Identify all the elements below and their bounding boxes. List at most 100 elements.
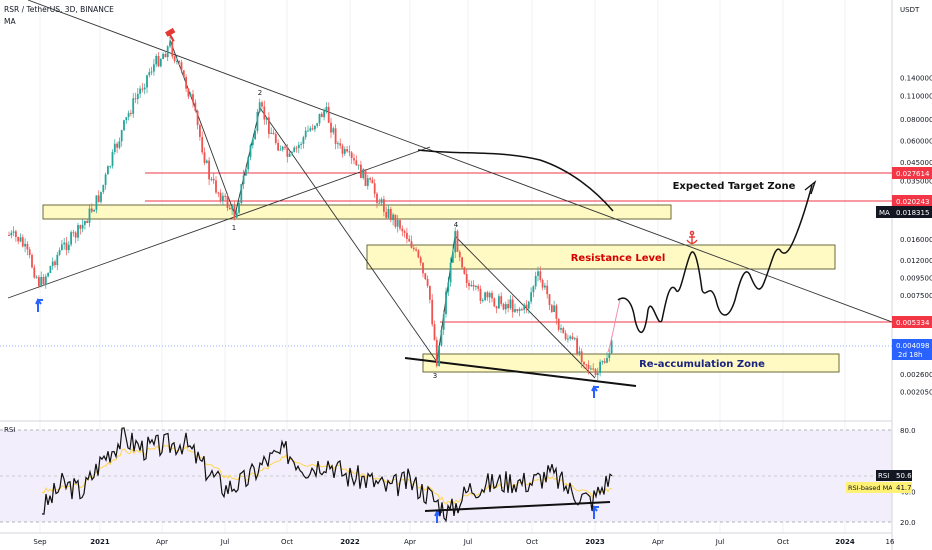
candle-body: [376, 193, 378, 203]
rsi-divergence-line[interactable]: [424, 501, 611, 512]
time-tick-label: 2022: [340, 538, 360, 546]
candle-body: [569, 336, 572, 339]
candle-body: [199, 125, 201, 137]
candle-body: [97, 195, 100, 202]
candle-body: [189, 94, 192, 97]
candle-body: [585, 364, 588, 366]
candle-body: [387, 209, 390, 218]
candle-body: [242, 175, 245, 185]
candle-body: [355, 160, 358, 166]
candle-body: [454, 231, 457, 253]
time-tick-label: Apr: [652, 538, 664, 546]
candle-body: [403, 231, 406, 233]
candle-body: [113, 143, 116, 152]
candle-body: [343, 149, 346, 154]
candle-body: [304, 130, 307, 138]
level-tag-0-005334: [892, 316, 932, 328]
resistance-label: Resistance Level: [571, 253, 666, 264]
candle-body: [491, 292, 493, 299]
candle-body: [461, 257, 463, 268]
red-anchor-icon: [686, 230, 698, 245]
candle-body: [17, 237, 20, 242]
candle-body: [240, 184, 243, 204]
price-tick-label: 0.002600: [900, 371, 932, 379]
candle-body: [291, 151, 293, 154]
candle-body: [449, 262, 452, 283]
candle-body: [564, 333, 567, 340]
candle-body: [314, 125, 316, 130]
candle-body: [293, 147, 296, 152]
candle-body: [208, 160, 210, 180]
candle-body: [608, 353, 611, 358]
time-tick-label: 2023: [585, 538, 605, 546]
rsi-ma-value-text: 41.7: [896, 484, 912, 492]
candle-body: [72, 232, 75, 234]
candle-body: [81, 224, 84, 229]
candle-body: [320, 113, 323, 118]
candle-body: [383, 199, 385, 212]
candle-body: [90, 208, 93, 212]
candle-body: [332, 128, 335, 133]
time-tick-label: Apr: [404, 538, 416, 546]
candle-body: [123, 120, 125, 131]
candle-body: [196, 110, 199, 126]
candle-body: [120, 130, 123, 142]
candle-body: [525, 304, 528, 309]
candle-body: [251, 139, 254, 146]
time-tick-label: Jul: [715, 538, 725, 546]
candle-body: [79, 225, 82, 229]
candle-body: [166, 46, 169, 58]
candle-body: [463, 267, 466, 274]
candle-body: [325, 107, 328, 112]
time-tick-label: Oct: [777, 538, 789, 546]
candle-body: [502, 303, 505, 310]
candle-body: [139, 88, 141, 94]
candle-body: [210, 178, 213, 180]
candle-body: [272, 132, 275, 135]
candle-body: [146, 75, 148, 88]
candle-body: [26, 243, 29, 250]
candle-body: [24, 243, 26, 247]
candle-body: [159, 59, 162, 67]
support-zone-box[interactable]: [42, 204, 672, 220]
candle-body: [573, 338, 576, 340]
candle-body: [594, 369, 597, 375]
time-axis[interactable]: Sep 2021 Apr Jul Oct 2022 Apr Jul Oct 2023 Apr Jul O…: [33, 538, 895, 546]
indicator-label[interactable]: MA: [4, 17, 16, 26]
candle-body: [412, 247, 415, 250]
candle-body: [318, 113, 321, 124]
resistance-zone-box[interactable]: [366, 244, 836, 270]
candle-body: [555, 305, 558, 319]
candle-body: [107, 166, 109, 175]
candle-body: [417, 250, 420, 258]
candle-body: [215, 180, 217, 193]
candle-body: [226, 196, 229, 208]
reaccumulation-zone-box[interactable]: [422, 353, 840, 373]
candle-body: [511, 299, 514, 312]
candle-body: [286, 147, 289, 157]
time-tick-label: Jul: [220, 538, 230, 546]
candle-body: [472, 285, 475, 287]
candle-body: [268, 117, 270, 134]
candle-body: [369, 178, 371, 180]
candle-body: [277, 142, 279, 151]
rsi-divergence-line-price[interactable]: [404, 357, 637, 387]
candle-body: [270, 132, 273, 134]
symbol-title[interactable]: RSR / TetherUS, 3D, BINANCE: [4, 5, 114, 14]
time-tick-label: Oct: [526, 538, 538, 546]
candle-body: [424, 273, 427, 280]
candle-body: [201, 137, 204, 153]
rsi-tick-label: 20.0: [900, 519, 916, 527]
candle-body: [422, 262, 424, 274]
candle-body: [104, 174, 107, 185]
candlestick-series: [8, 36, 613, 381]
candle-body: [33, 267, 36, 278]
projection-path[interactable]: [617, 184, 813, 333]
candle-body: [596, 373, 599, 375]
candle-body: [58, 250, 61, 255]
candle-body: [173, 56, 176, 62]
candle-body: [150, 71, 153, 73]
candle-body: [217, 192, 220, 194]
candle-body: [288, 153, 291, 157]
candle-body: [327, 107, 330, 123]
